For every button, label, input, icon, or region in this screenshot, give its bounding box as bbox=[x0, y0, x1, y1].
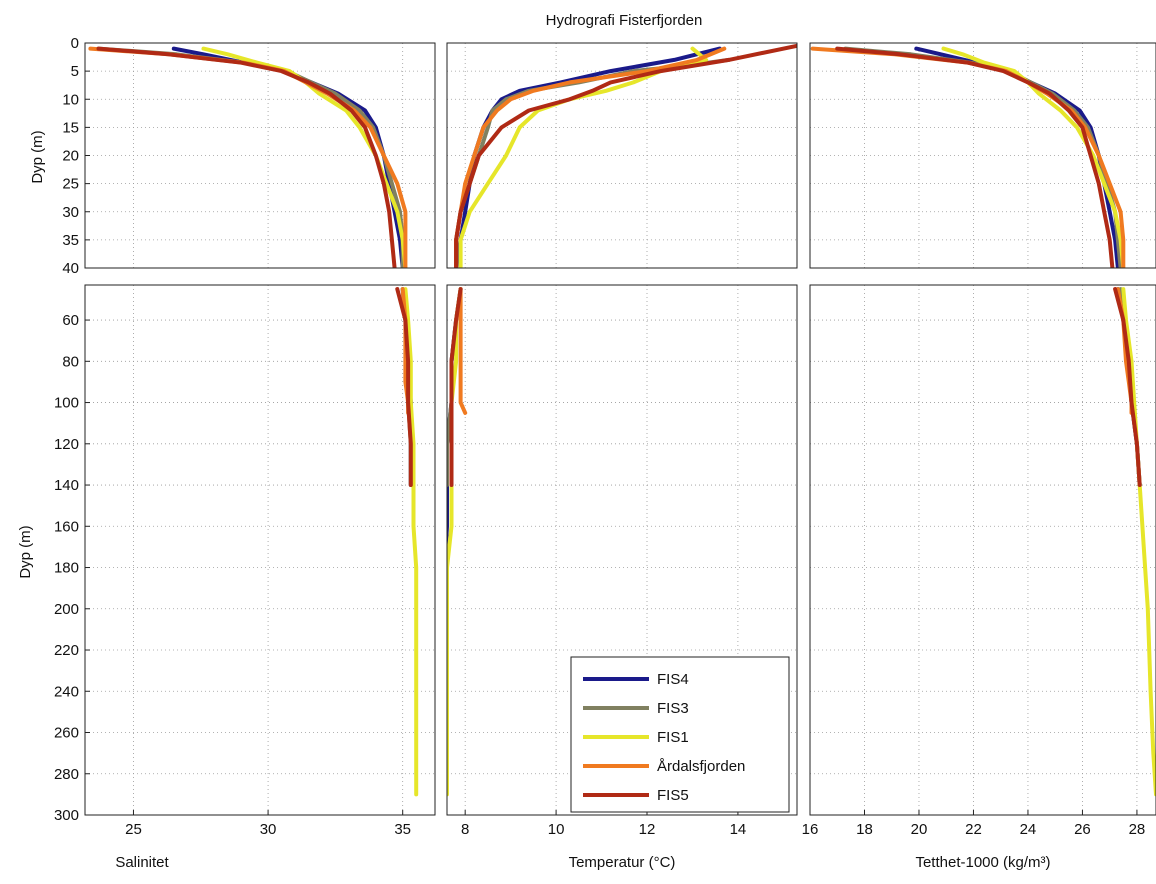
panel-density-bottom: 16 18 20 22 24 26 28 Tetthet-1000 (kg/m³) bbox=[802, 284, 1156, 871]
legend-label: FIS3 bbox=[657, 700, 689, 717]
panel-temperature-top bbox=[446, 42, 798, 269]
ytick-label: 260 bbox=[54, 725, 79, 742]
axes-box bbox=[84, 284, 436, 816]
ytick-label: 280 bbox=[54, 766, 79, 783]
ytick-label: 200 bbox=[54, 601, 79, 618]
legend-label: Årdalsfjorden bbox=[657, 758, 745, 775]
xtick-label: 35 bbox=[394, 821, 411, 838]
series-line-fis1 bbox=[403, 287, 419, 797]
ytick-label: 220 bbox=[54, 642, 79, 659]
legend: FIS4 FIS3 FIS1 Årdalsfjorden FIS5 bbox=[570, 656, 790, 813]
axes-box bbox=[446, 284, 798, 816]
xtick-label: 25 bbox=[125, 821, 142, 838]
xtick-label: 28 bbox=[1129, 821, 1146, 838]
ytick-label: 35 bbox=[62, 232, 79, 249]
series-line-fis5 bbox=[454, 43, 797, 268]
xtick-label: 8 bbox=[461, 821, 469, 838]
xlabel: Salinitet bbox=[115, 854, 169, 871]
xtick-label: 24 bbox=[1020, 821, 1037, 838]
legend-label: FIS5 bbox=[657, 787, 689, 804]
xtick-label: 14 bbox=[730, 821, 747, 838]
axes-box bbox=[809, 42, 1156, 269]
series-line-fis1 bbox=[201, 46, 408, 268]
xtick-label: 22 bbox=[965, 821, 982, 838]
ytick-label: 100 bbox=[54, 395, 79, 412]
series-line-fis5 bbox=[835, 46, 1115, 268]
ylabel-top: Dyp (m) bbox=[29, 130, 46, 183]
ytick-label: 0 bbox=[71, 35, 79, 52]
legend-label: FIS1 bbox=[657, 729, 689, 746]
legend-label: FIS4 bbox=[657, 671, 689, 688]
xtick-label: 26 bbox=[1074, 821, 1091, 838]
series-line-fis1 bbox=[447, 287, 463, 797]
ytick-label: 20 bbox=[62, 148, 79, 165]
series-line-fis5 bbox=[96, 46, 397, 268]
ytick-label: 300 bbox=[54, 807, 79, 824]
series-line--rdalsfjorden bbox=[458, 287, 468, 415]
xtick-label: 16 bbox=[802, 821, 819, 838]
ytick-label: 120 bbox=[54, 436, 79, 453]
ylabel-bottom: Dyp (m) bbox=[17, 525, 34, 578]
series-line-fis5 bbox=[395, 287, 413, 487]
ytick-label: 5 bbox=[71, 63, 79, 80]
xtick-label: 10 bbox=[548, 821, 565, 838]
axes-box bbox=[446, 42, 798, 269]
xtick-label: 20 bbox=[911, 821, 928, 838]
ytick-label: 10 bbox=[62, 91, 79, 108]
ytick-label: 25 bbox=[62, 176, 79, 193]
xtick-label: 30 bbox=[260, 821, 277, 838]
xtick-label: 18 bbox=[856, 821, 873, 838]
series-line-fis1 bbox=[1121, 287, 1156, 797]
xlabel: Tetthet-1000 (kg/m³) bbox=[915, 854, 1050, 871]
ytick-label: 240 bbox=[54, 683, 79, 700]
xlabel: Temperatur (°C) bbox=[569, 854, 676, 871]
xtick-label: 12 bbox=[639, 821, 656, 838]
series-line-fis1 bbox=[941, 46, 1126, 268]
ytick-label: 80 bbox=[62, 353, 79, 370]
ytick-label: 60 bbox=[62, 312, 79, 329]
figure-title: Hydrografi Fisterfjorden bbox=[546, 12, 703, 29]
panel-temperature-bottom: 8 10 12 14 Temperatur (°C) bbox=[446, 284, 798, 871]
ytick-label: 140 bbox=[54, 477, 79, 494]
panel-density-top bbox=[809, 42, 1156, 269]
ytick-label: 30 bbox=[62, 204, 79, 221]
panel-salinity-bottom: 60 80 100 120 140 160 180 200 220 240 260 280 300 25 3… bbox=[54, 284, 436, 871]
legend-box bbox=[570, 656, 790, 813]
axes-box bbox=[809, 284, 1156, 816]
series-line-fis5 bbox=[1113, 287, 1142, 487]
ytick-label: 15 bbox=[62, 119, 79, 136]
ytick-label: 180 bbox=[54, 560, 79, 577]
ytick-label: 40 bbox=[62, 260, 79, 277]
panel-salinity-top: 0 5 10 15 20 25 30 35 40 bbox=[62, 35, 436, 277]
series-line-fis5 bbox=[449, 287, 463, 487]
ytick-label: 160 bbox=[54, 518, 79, 535]
